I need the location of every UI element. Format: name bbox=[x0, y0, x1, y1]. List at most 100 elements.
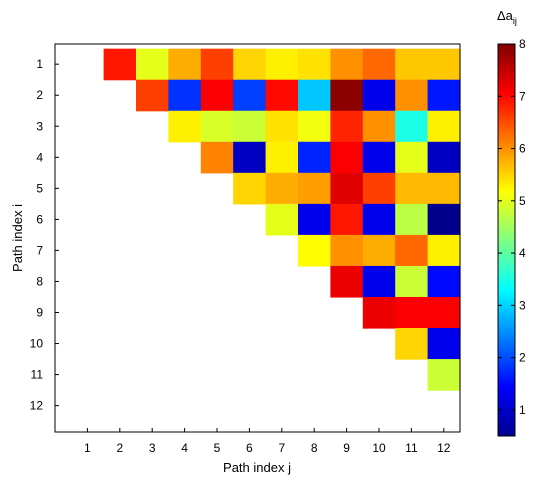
x-tick-label: 9 bbox=[343, 441, 350, 455]
heatmap-cell bbox=[330, 234, 364, 267]
heatmap-cell bbox=[362, 110, 396, 143]
heatmap-cell bbox=[395, 48, 429, 81]
y-tick-label: 11 bbox=[31, 368, 44, 382]
heatmap-cell bbox=[265, 203, 299, 236]
heatmap-cell bbox=[362, 79, 396, 112]
heatmap-cell bbox=[298, 141, 331, 174]
y-tick-label: 2 bbox=[36, 88, 43, 102]
heatmap-cell bbox=[427, 48, 461, 81]
heatmap-cell bbox=[362, 265, 396, 298]
colorbar-tick-label: 2 bbox=[519, 351, 526, 365]
heatmap-cell bbox=[265, 79, 299, 112]
heatmap-cell bbox=[395, 265, 429, 298]
x-axis-label: Path index j bbox=[223, 460, 291, 475]
heatmap-cell bbox=[298, 48, 331, 81]
colorbar-tick-label: 5 bbox=[519, 194, 526, 208]
colorbar-title-main: Δa bbox=[497, 8, 514, 23]
colorbar-tick-label: 7 bbox=[519, 89, 526, 103]
heatmap-cell bbox=[265, 48, 299, 81]
colorbar-title: Δaij bbox=[497, 8, 517, 26]
y-axis-label: Path index i bbox=[10, 204, 25, 272]
heatmap-cell bbox=[136, 48, 169, 81]
heatmap-cell bbox=[168, 79, 202, 112]
heatmap-cell bbox=[298, 110, 331, 143]
colorbar-tick-label: 4 bbox=[519, 246, 526, 260]
heatmap-cell bbox=[362, 141, 396, 174]
heatmap-cell bbox=[427, 359, 461, 391]
x-tick-label: 6 bbox=[246, 441, 253, 455]
colorbar-tick-label: 3 bbox=[519, 298, 526, 312]
heatmap-cell bbox=[427, 296, 461, 329]
heatmap-cell bbox=[330, 265, 364, 298]
heatmap-cell bbox=[362, 296, 396, 329]
y-tick-label: 3 bbox=[36, 119, 43, 133]
heatmap-cell bbox=[233, 172, 267, 205]
heatmap-cells bbox=[103, 48, 461, 391]
heatmap-cell bbox=[330, 203, 364, 236]
heatmap-cell bbox=[233, 110, 267, 143]
heatmap-cell bbox=[395, 328, 429, 360]
heatmap-cell bbox=[395, 141, 429, 174]
heatmap-cell bbox=[265, 110, 299, 143]
y-tick-label: 12 bbox=[30, 399, 44, 413]
y-tick-label: 6 bbox=[36, 212, 43, 226]
x-tick-label: 3 bbox=[149, 441, 156, 455]
x-tick-label: 2 bbox=[116, 441, 123, 455]
heatmap-cell bbox=[298, 203, 331, 236]
x-tick-label: 4 bbox=[181, 441, 188, 455]
heatmap-cell bbox=[395, 172, 429, 205]
x-tick-label: 7 bbox=[278, 441, 285, 455]
heatmap-cell bbox=[233, 141, 267, 174]
heatmap-cell bbox=[298, 172, 331, 205]
heatmap-cell bbox=[427, 328, 461, 360]
heatmap-cell bbox=[330, 141, 364, 174]
heatmap-cell bbox=[168, 48, 202, 81]
y-tick-label: 10 bbox=[30, 337, 44, 351]
y-tick-label: 5 bbox=[36, 181, 43, 195]
heatmap-cell bbox=[298, 234, 331, 267]
heatmap-cell bbox=[427, 79, 461, 112]
heatmap-cell bbox=[233, 79, 267, 112]
heatmap-cell bbox=[330, 172, 364, 205]
heatmap-cell bbox=[362, 203, 396, 236]
x-tick-label: 10 bbox=[372, 441, 386, 455]
heatmap-cell bbox=[200, 110, 234, 143]
y-tick-label: 1 bbox=[36, 57, 43, 71]
x-tick-label: 11 bbox=[405, 441, 418, 455]
y-tick-label: 8 bbox=[36, 274, 43, 288]
heatmap-cell bbox=[330, 79, 364, 112]
heatmap-cell bbox=[427, 172, 461, 205]
heatmap-cell bbox=[298, 79, 331, 112]
heatmap-cell bbox=[362, 48, 396, 81]
x-tick-label: 1 bbox=[84, 441, 91, 455]
y-tick-label: 9 bbox=[36, 305, 43, 319]
colorbar-tick-label: 8 bbox=[519, 37, 526, 51]
heatmap-cell bbox=[395, 296, 429, 329]
heatmap-cell bbox=[233, 48, 267, 81]
heatmap-cell bbox=[362, 234, 396, 267]
heatmap-cell bbox=[427, 110, 461, 143]
heatmap-cell bbox=[395, 79, 429, 112]
colorbar-tick-label: 1 bbox=[519, 403, 526, 417]
x-tick-label: 12 bbox=[437, 441, 451, 455]
plot-frame bbox=[54, 43, 461, 433]
colorbar-title-sub: ij bbox=[513, 16, 517, 26]
heatmap-cell bbox=[200, 141, 234, 174]
heatmap-cell bbox=[395, 203, 429, 236]
heatmap-cell bbox=[265, 172, 299, 205]
heatmap-cell bbox=[103, 48, 137, 81]
y-tick-label: 4 bbox=[36, 150, 43, 164]
colorbar-tick-label: 6 bbox=[519, 142, 526, 156]
heatmap-cell bbox=[168, 110, 202, 143]
colorbar-ticks: 1 2 3 4 5 6 7 8 bbox=[498, 37, 526, 417]
colorbar bbox=[497, 43, 516, 437]
heatmap-cell bbox=[200, 48, 234, 81]
heatmap-cell bbox=[427, 203, 461, 236]
heatmap-cell bbox=[136, 79, 169, 112]
heatmap-cell bbox=[427, 265, 461, 298]
x-tick-label: 8 bbox=[311, 441, 318, 455]
heatmap-cell bbox=[200, 79, 234, 112]
heatmap-cell bbox=[330, 48, 364, 81]
